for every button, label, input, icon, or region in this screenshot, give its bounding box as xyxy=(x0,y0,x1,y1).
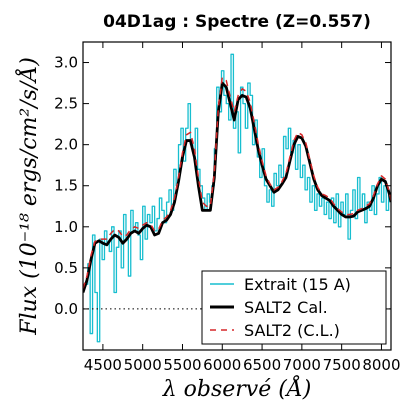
x-tick-label: 7000 xyxy=(283,356,321,374)
y-tick-label: 0.0 xyxy=(54,300,78,318)
x-axis-label: λ observé (Å) xyxy=(162,374,312,400)
series-salt2-cal xyxy=(83,81,391,293)
y-axis-label: Flux (10⁻¹⁸ ergs/cm²/s/Å) xyxy=(14,57,42,336)
series-layer xyxy=(83,53,391,343)
x-tick-label: 6000 xyxy=(203,356,241,374)
x-tick-label: 4500 xyxy=(84,356,122,374)
y-tick-label: 1.5 xyxy=(54,177,78,195)
series-extrait xyxy=(85,53,390,343)
legend-label-salt2-cl: SALT2 (C.L.) xyxy=(244,321,340,340)
series-salt2-cl xyxy=(83,76,391,289)
chart-title: 04D1ag : Spectre (Z=0.557) xyxy=(103,12,371,32)
legend: Extrait (15 A) SALT2 Cal. SALT2 (C.L.) xyxy=(201,270,387,345)
x-tick-label: 8000 xyxy=(362,356,400,374)
x-tick-label: 7500 xyxy=(323,356,361,374)
x-tick-label: 5000 xyxy=(124,356,162,374)
x-tick-label: 5500 xyxy=(163,356,201,374)
y-tick-label: 2.0 xyxy=(54,136,78,154)
legend-label-extrait: Extrait (15 A) xyxy=(244,275,351,294)
y-tick-label: 3.0 xyxy=(54,54,78,72)
y-tick-label: 0.5 xyxy=(54,259,78,277)
plot-frame xyxy=(82,41,392,351)
x-tick-label: 6500 xyxy=(243,356,281,374)
y-tick-label: 1.0 xyxy=(54,218,78,236)
legend-label-salt2-cal: SALT2 Cal. xyxy=(244,298,328,317)
ticks-layer: 4500 5000 5500 6000 6500 7000 7500 8000 0.0 0.5 1.… xyxy=(54,42,400,374)
y-tick-label: 2.5 xyxy=(54,95,78,113)
